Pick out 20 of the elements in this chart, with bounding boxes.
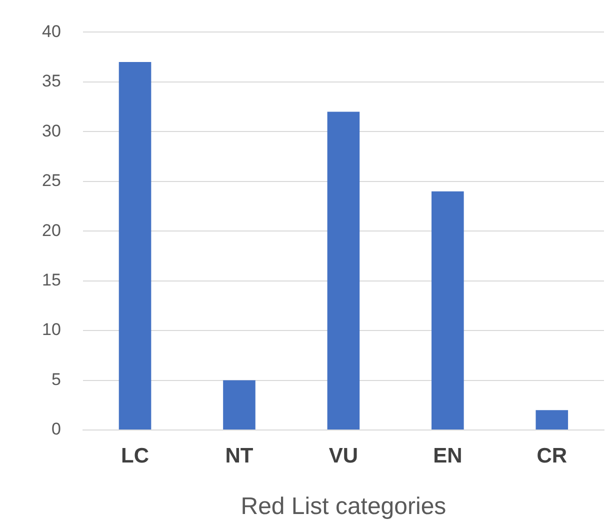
bar (223, 380, 256, 430)
y-tick-label: 20 (42, 220, 61, 240)
bar (327, 112, 360, 430)
x-tick-label: VU (328, 444, 358, 468)
x-tick-label: LC (121, 444, 150, 468)
y-tick-label: 35 (42, 72, 61, 91)
x-tick-label: CR (536, 444, 568, 468)
bar (536, 410, 568, 430)
bar (118, 62, 152, 430)
y-tick-label: 5 (51, 370, 61, 389)
y-tick-label: 10 (42, 320, 61, 340)
x-tick-label: NT (225, 444, 254, 468)
bar (432, 191, 464, 430)
y-tick-label: 30 (42, 121, 61, 140)
y-tick-label: 40 (42, 22, 61, 41)
x-axis-title: Red List categories (240, 493, 446, 520)
y-tick-label: 25 (42, 171, 61, 190)
y-tick-label: 0 (51, 420, 61, 439)
x-tick-label: EN (433, 444, 462, 468)
y-tick-label: 15 (42, 270, 61, 290)
